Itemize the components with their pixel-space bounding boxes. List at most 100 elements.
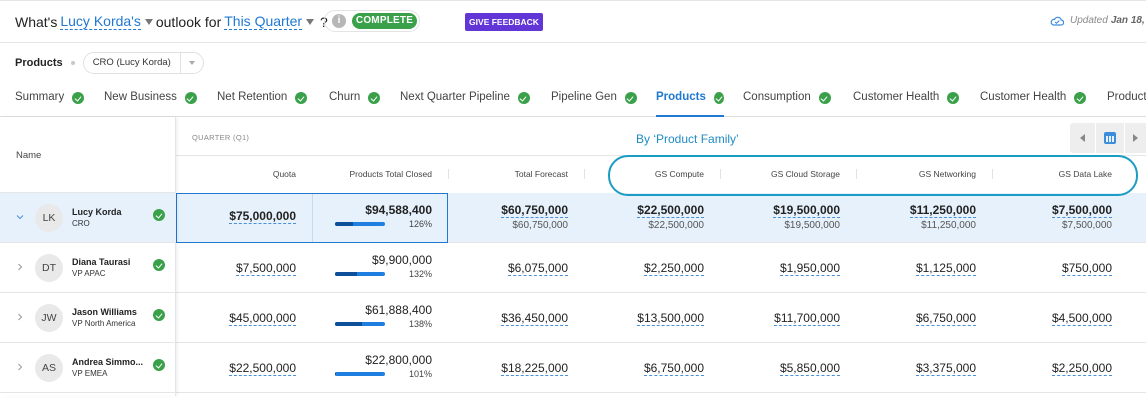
quota-cell[interactable]: $45,000,000 (176, 293, 296, 343)
gs-compute-cell[interactable]: $2,250,000 (584, 243, 704, 293)
gs-compute-value[interactable]: $13,500,000 (637, 311, 704, 326)
gs-networking-value[interactable]: $3,375,000 (915, 361, 976, 376)
gs-data-lake-cell[interactable]: $750,000 (992, 243, 1112, 293)
gs-compute-cell[interactable]: $13,500,000 (584, 293, 704, 343)
gs-data-lake-value[interactable]: $4,500,000 (1051, 311, 1112, 326)
column-header-gs-networking[interactable]: GS Networking (918, 169, 976, 179)
products-total-closed-cell[interactable]: $22,800,000 101% (312, 343, 432, 393)
previous-period-button[interactable] (1070, 123, 1096, 153)
gs-data-lake-value[interactable]: $7,500,000 (1051, 203, 1112, 218)
chevron-down-icon[interactable] (16, 213, 24, 221)
column-separator[interactable] (584, 169, 585, 179)
name-cell[interactable]: DT Diana Taurasi VP APAC (0, 243, 176, 293)
gs-data-lake-value[interactable]: $750,000 (1061, 261, 1112, 276)
person-name[interactable]: Lucy Korda (72, 207, 122, 217)
table-row[interactable]: $7,500,000 $9,900,000 132% $6,075,000 $2,250… (0, 243, 1146, 293)
role-select-arrow[interactable] (181, 61, 203, 65)
give-feedback-button[interactable]: GIVE FEEDBACK (465, 13, 543, 31)
gs-cloud-storage-value[interactable]: $5,850,000 (779, 361, 840, 376)
info-icon[interactable]: i (332, 14, 346, 28)
quota-value[interactable]: $45,000,000 (229, 311, 296, 326)
gs-networking-value[interactable]: $11,250,000 (909, 203, 976, 218)
column-header-quota[interactable]: Quota (272, 169, 296, 179)
column-separator[interactable] (448, 169, 449, 179)
gs-compute-value[interactable]: $6,750,000 (643, 361, 704, 376)
gs-cloud-storage-value[interactable]: $19,500,000 (773, 203, 840, 218)
column-separator[interactable] (856, 169, 857, 179)
gs-cloud-storage-cell[interactable]: $19,500,000 $19,500,000 (720, 193, 840, 243)
gs-compute-cell[interactable]: $6,750,000 (584, 343, 704, 393)
period-selector[interactable]: This Quarter (224, 13, 303, 30)
tab-consumption[interactable]: Consumption (743, 84, 831, 117)
quota-value[interactable]: $7,500,000 (235, 261, 296, 276)
total-forecast-value[interactable]: $6,075,000 (507, 261, 568, 276)
gs-data-lake-cell[interactable]: $2,250,000 (992, 343, 1112, 393)
column-separator[interactable] (992, 169, 993, 179)
name-cell[interactable]: AS Andrea Simmo... VP EMEA (0, 343, 176, 393)
products-total-closed-cell[interactable]: $94,588,400 126% (312, 193, 432, 243)
gs-cloud-storage-value[interactable]: $11,700,000 (774, 311, 840, 326)
person-selector[interactable]: Lucy Korda's (60, 13, 141, 30)
person-name[interactable]: Diana Taurasi (72, 257, 131, 267)
gs-data-lake-cell[interactable]: $4,500,000 (992, 293, 1112, 343)
column-header-gs-compute[interactable]: GS Compute (654, 169, 704, 179)
period-dropdown-caret-icon[interactable] (306, 18, 315, 25)
chevron-right-icon[interactable] (16, 263, 24, 271)
gs-data-lake-value[interactable]: $2,250,000 (1051, 361, 1112, 376)
person-name[interactable]: Andrea Simmo... (72, 357, 144, 367)
gs-cloud-storage-cell[interactable]: $5,850,000 (720, 343, 840, 393)
calendar-button[interactable] (1096, 123, 1124, 153)
tab-products[interactable]: Products (656, 84, 724, 117)
quota-cell[interactable]: $75,000,000 (176, 193, 296, 243)
table-row[interactable]: $75,000,000 $94,588,400 126% $60,750,000 $60… (0, 193, 1146, 243)
quota-cell[interactable]: $22,500,000 (176, 343, 296, 393)
tab-product[interactable]: Product (1107, 84, 1146, 117)
next-period-button[interactable] (1124, 123, 1146, 153)
gs-compute-value[interactable]: $2,250,000 (643, 261, 704, 276)
gs-data-lake-cell[interactable]: $7,500,000 $7,500,000 (992, 193, 1112, 243)
gs-networking-cell[interactable]: $3,375,000 (856, 343, 976, 393)
name-column-header[interactable]: Name (0, 117, 176, 193)
tab-customer-health-2[interactable]: Customer Health (980, 84, 1087, 117)
gs-networking-cell[interactable]: $11,250,000 $11,250,000 (856, 193, 976, 243)
column-header-total-forecast[interactable]: Total Forecast (514, 169, 568, 179)
chevron-right-icon[interactable] (16, 363, 24, 371)
total-forecast-cell[interactable]: $18,225,000 (448, 343, 568, 393)
gs-cloud-storage-cell[interactable]: $11,700,000 (720, 293, 840, 343)
name-cell[interactable]: JW Jason Williams VP North America (0, 293, 176, 343)
tab-pipeline-gen[interactable]: Pipeline Gen (551, 84, 637, 117)
products-total-closed-cell[interactable]: $9,900,000 132% (312, 243, 432, 293)
quota-value[interactable]: $75,000,000 (229, 209, 296, 224)
column-header-products-total-closed[interactable]: Products Total Closed (349, 169, 432, 179)
column-header-gs-cloud-storage[interactable]: GS Cloud Storage (771, 169, 840, 179)
total-forecast-cell[interactable]: $60,750,000 $60,750,000 (448, 193, 568, 243)
tab-summary[interactable]: Summary (15, 84, 85, 117)
tab-net-retention[interactable]: Net Retention (217, 84, 308, 117)
total-forecast-cell[interactable]: $6,075,000 (448, 243, 568, 293)
gs-compute-cell[interactable]: $22,500,000 $22,500,000 (584, 193, 704, 243)
gs-cloud-storage-cell[interactable]: $1,950,000 (720, 243, 840, 293)
gs-networking-cell[interactable]: $6,750,000 (856, 293, 976, 343)
gs-networking-cell[interactable]: $1,125,000 (856, 243, 976, 293)
gs-cloud-storage-value[interactable]: $1,950,000 (779, 261, 840, 276)
total-forecast-cell[interactable]: $36,450,000 (448, 293, 568, 343)
tab-customer-health[interactable]: Customer Health (853, 84, 960, 117)
total-forecast-value[interactable]: $36,450,000 (501, 311, 568, 326)
table-row[interactable]: $22,500,000 $22,800,000 101% $18,225,000 $6,… (0, 343, 1146, 393)
quota-value[interactable]: $22,500,000 (229, 361, 296, 376)
gs-networking-value[interactable]: $1,125,000 (915, 261, 976, 276)
tab-next-quarter-pipeline[interactable]: Next Quarter Pipeline (400, 84, 530, 117)
column-separator[interactable] (720, 169, 721, 179)
person-name[interactable]: Jason Williams (72, 307, 137, 317)
role-select[interactable]: CRO (Lucy Korda) (82, 52, 204, 74)
total-forecast-value[interactable]: $18,225,000 (501, 361, 568, 376)
name-cell[interactable]: LK Lucy Korda CRO (0, 193, 176, 243)
tab-churn[interactable]: Churn (329, 84, 381, 117)
total-forecast-value[interactable]: $60,750,000 (501, 203, 568, 218)
column-header-gs-data-lake[interactable]: GS Data Lake (1058, 169, 1112, 179)
role-select-value[interactable]: CRO (Lucy Korda) (84, 53, 181, 73)
chevron-right-icon[interactable] (16, 313, 24, 321)
gs-networking-value[interactable]: $6,750,000 (915, 311, 976, 326)
gs-compute-value[interactable]: $22,500,000 (637, 203, 704, 218)
person-dropdown-caret-icon[interactable] (144, 18, 153, 25)
